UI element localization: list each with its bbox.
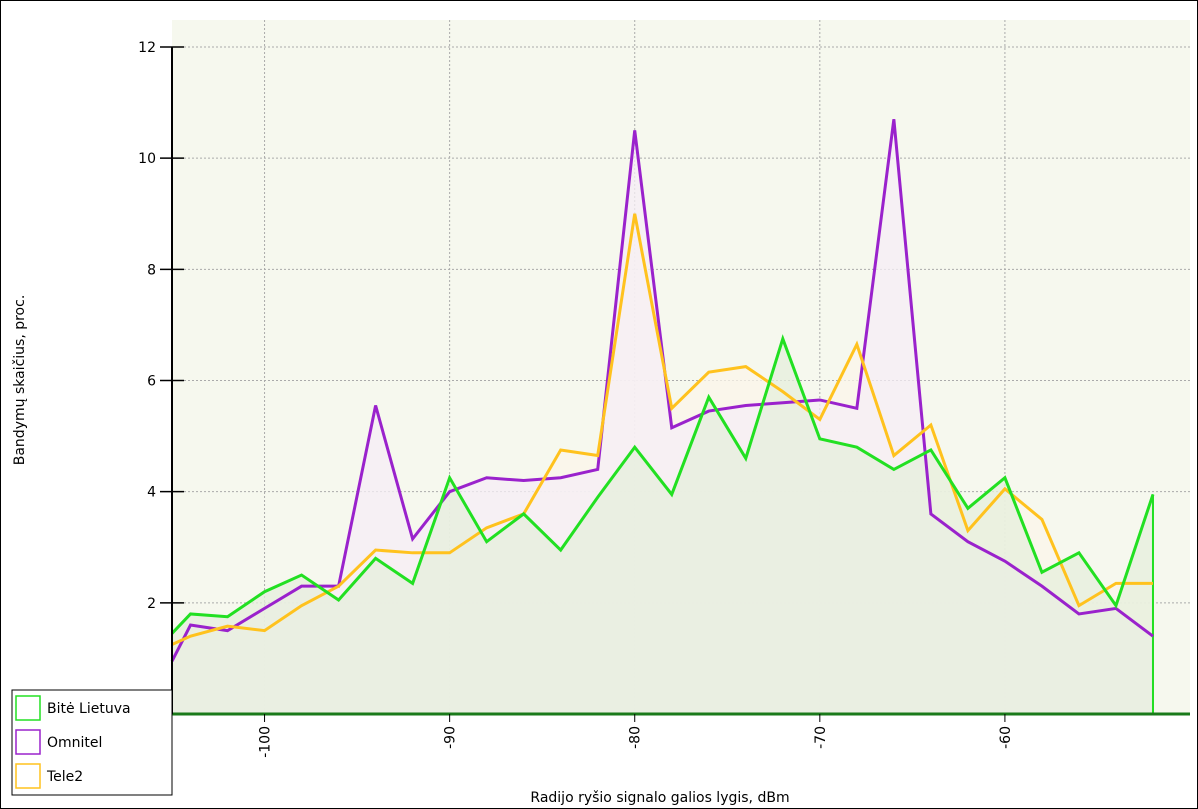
legend-swatch	[15, 695, 41, 721]
legend-label: Bitė Lietuva	[47, 701, 131, 717]
line	[170, 334, 1155, 635]
legend-swatch	[15, 763, 41, 789]
line	[171, 213, 1153, 646]
legend-label: Omnitel	[47, 735, 102, 751]
x-tick-label: -70	[813, 726, 829, 749]
y-axis-label: Bandymų skaičius, proc.	[12, 295, 28, 466]
x-tick-label: -60	[998, 726, 1014, 749]
legend: Bitė Lietuva Omnitel Tele2	[11, 689, 173, 796]
x-tick-label: -100	[258, 726, 274, 758]
x-axis-label: Radijo ryšio signalo galios lygis, dBm	[530, 790, 789, 806]
y-tick-label: 10	[138, 151, 156, 167]
y-tick-label: 6	[147, 374, 156, 390]
y-tick-label: 4	[147, 485, 156, 501]
x-tick-label: -90	[443, 726, 459, 749]
y-tick-label: 2	[147, 596, 156, 612]
legend-swatch	[15, 729, 41, 755]
legend-label: Tele2	[46, 769, 83, 785]
y-tick-label: 12	[138, 40, 156, 56]
x-tick-label: -80	[628, 726, 644, 749]
y-tick-label: 8	[147, 262, 156, 278]
